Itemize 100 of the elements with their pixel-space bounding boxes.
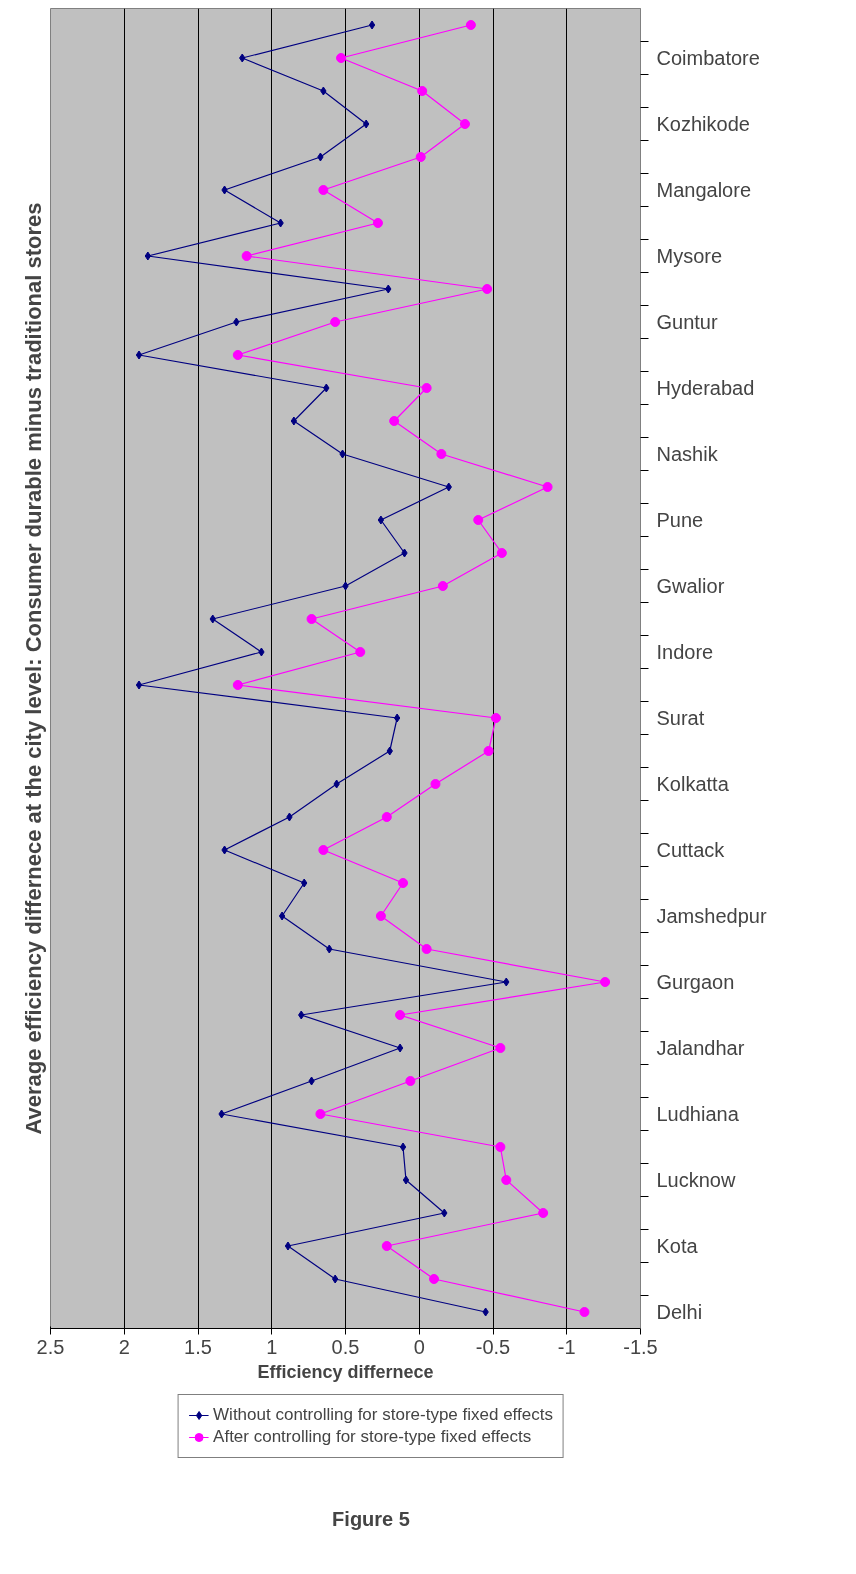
point [538,1208,549,1218]
point [495,1142,506,1152]
y-tick-label: Guntur [656,311,718,333]
point [395,1010,406,1020]
point [490,713,501,723]
y-tick-label: Hyderabad [656,377,755,399]
point [600,977,611,987]
point [381,812,392,822]
y-tick-label: Delhi [656,1301,703,1323]
point [301,878,308,888]
point [318,845,329,855]
point [579,1307,590,1317]
point [368,20,376,30]
y-tick-label: Jamshedpur [656,905,767,927]
point [372,218,383,228]
point [315,1109,326,1119]
y-tick-label: Pune [656,509,704,531]
y-tick-label: Kozhikode [656,113,750,135]
x-tick-label: 2 [118,1335,130,1358]
point [385,284,392,294]
point [437,581,448,591]
point [241,251,252,261]
point [135,680,143,690]
point [336,53,347,63]
point [308,1076,315,1086]
point [317,152,324,162]
point [298,1010,305,1020]
y-tick-label: Surat [656,707,705,729]
x-tick-label: 1 [266,1335,278,1358]
point [396,1043,404,1053]
point [209,614,216,624]
x-tick-label: -1 [557,1335,576,1358]
y-tick-label: Coimbatore [656,47,760,69]
point [232,350,243,360]
y-tick-label: Mysore [656,245,723,267]
point [144,251,152,261]
point [441,1208,448,1218]
y-tick-label: Jalandhar [656,1037,745,1059]
point [501,1175,512,1185]
point [284,1241,292,1251]
point [362,119,370,129]
y-tick-label: Cuttack [656,839,726,861]
point [482,1307,489,1317]
y-tick-label: Kolkatta [656,773,730,795]
y-tick-label: Gurgaon [656,971,735,993]
y-tick-label: Nashik [656,443,719,465]
point [320,86,327,96]
point [286,812,293,822]
point [290,416,298,426]
y-tick-label: Mangalore [656,179,752,201]
point [399,1142,407,1152]
y-tick-label: Indore [656,641,714,663]
x-tick-label: 0.5 [331,1335,360,1358]
point [401,548,408,558]
y-tick-label: Ludhiana [656,1103,740,1125]
point [306,614,317,624]
point [375,911,386,921]
x-tick-label: 0 [413,1335,425,1358]
point [232,680,243,690]
point [339,449,346,459]
point [342,581,349,591]
point [542,482,553,492]
legend-label: Without controlling for store-type fixed effects [213,1405,553,1425]
point [483,746,494,756]
point [323,383,330,393]
point [495,1043,506,1053]
point [330,317,341,327]
point [421,383,432,393]
x-tick-label: -0.5 [475,1335,511,1358]
point [258,647,265,657]
point [503,977,510,987]
point [473,515,484,525]
point [496,548,507,558]
text: Average efficiency differnece at the city level: Consumer durable minus traditional stores [20,202,46,1135]
point [430,779,441,789]
point [318,185,329,195]
x-tick-label: 1.5 [184,1335,212,1358]
point [277,218,284,228]
point [465,20,476,30]
point [402,1175,410,1185]
point [482,284,493,294]
point [381,1241,392,1251]
point [405,1076,416,1086]
point [398,878,409,888]
point [393,713,401,723]
point [326,944,333,954]
point [421,944,432,954]
caption: Figure 5 [332,1507,410,1530]
y-tick-label: Gwalior [656,575,725,597]
y-tick-label: Kota [656,1235,699,1257]
point [389,416,400,426]
point [386,746,393,756]
point [415,152,426,162]
point [459,119,470,129]
point [355,647,366,657]
point [417,86,428,96]
point [221,845,228,855]
x-tick-label: -1.5 [623,1335,658,1358]
point [239,53,246,63]
point [233,317,240,327]
